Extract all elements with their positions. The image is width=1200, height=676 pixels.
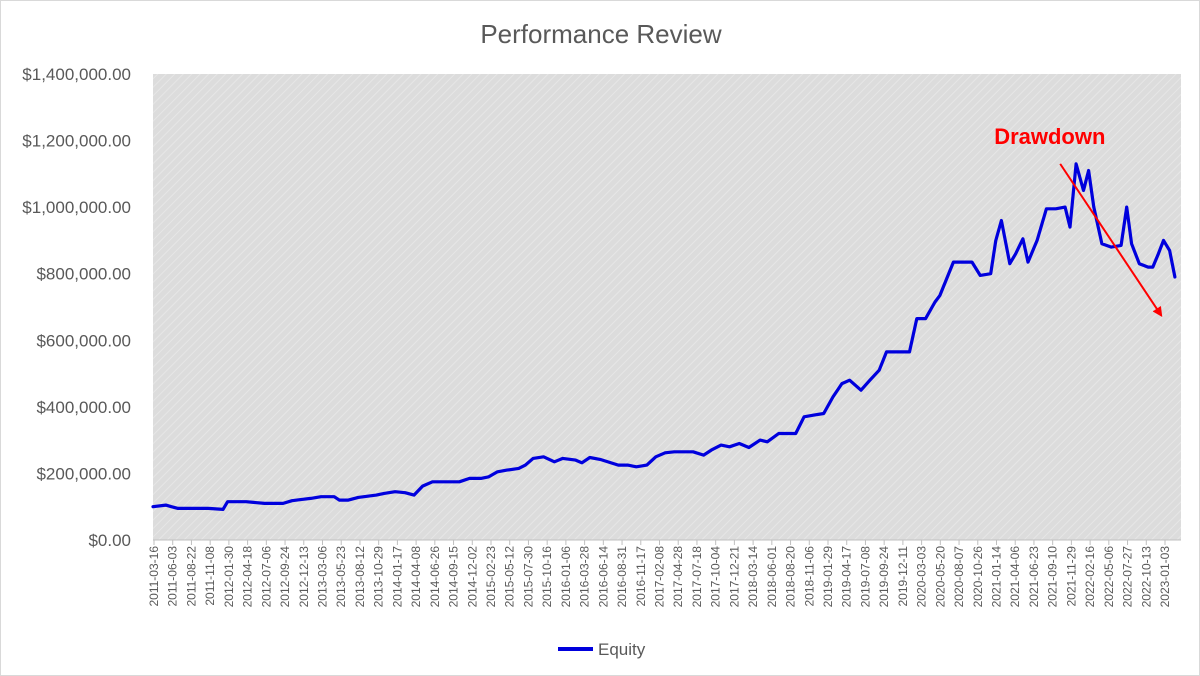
- x-tick-label: 2021-01-14: [990, 546, 1004, 608]
- x-tick-label: 2018-11-06: [802, 546, 816, 607]
- x-tick-label: 2022-05-06: [1102, 546, 1116, 608]
- y-tick-label: $800,000.00: [36, 265, 131, 284]
- x-tick-label: 2017-10-04: [709, 546, 723, 608]
- x-tick-label: 2017-04-28: [671, 546, 685, 608]
- x-tick-label: 2021-09-10: [1046, 546, 1060, 608]
- x-tick-label: 2014-12-02: [465, 546, 479, 608]
- x-tick-label: 2016-06-14: [596, 546, 610, 608]
- x-tick-label: 2018-06-01: [765, 546, 779, 608]
- x-tick-label: 2012-01-30: [222, 546, 236, 608]
- x-tick-label: 2012-07-06: [259, 546, 273, 608]
- series-layer: [151, 162, 1177, 511]
- x-tick-label: 2012-09-24: [278, 546, 292, 608]
- y-tick-label: $1,200,000.00: [22, 132, 131, 151]
- x-tick-label: 2020-08-07: [952, 546, 966, 608]
- x-tick-label: 2011-03-16: [147, 546, 161, 607]
- annotation-layer: Drawdown: [994, 124, 1163, 317]
- x-tick-label: 2018-03-14: [746, 546, 760, 608]
- x-tick-label: 2016-08-31: [615, 546, 629, 608]
- x-tick-label: 2013-08-12: [353, 546, 367, 608]
- x-tick-label: 2011-11-08: [203, 546, 217, 606]
- x-tick-label: 2019-07-08: [858, 546, 872, 608]
- y-tick-label: $0.00: [88, 531, 131, 550]
- x-tick-label: 2012-12-13: [297, 546, 311, 608]
- y-tick-label: $200,000.00: [36, 464, 131, 483]
- x-tick-label: 2011-08-22: [184, 546, 198, 607]
- x-tick-label: 2015-10-16: [540, 546, 554, 608]
- x-tick-label: 2020-10-26: [971, 546, 985, 608]
- x-tick-label: 2013-03-06: [316, 546, 330, 608]
- x-tick-label: 2017-02-08: [653, 546, 667, 608]
- x-tick-label: 2016-11-17: [634, 546, 648, 607]
- x-tick-label: 2019-04-17: [840, 546, 854, 608]
- y-tick-label: $400,000.00: [36, 398, 131, 417]
- x-tick-label: 2023-01-03: [1158, 546, 1172, 608]
- drawdown-arrow: [1059, 163, 1163, 317]
- x-tick-label: 2021-04-06: [1008, 546, 1022, 608]
- x-tick-label: 2011-06-03: [166, 546, 180, 607]
- y-tick-label: $600,000.00: [36, 331, 131, 350]
- y-tick-label: $1,000,000.00: [22, 198, 131, 217]
- x-tick-label: 2013-10-29: [372, 546, 386, 608]
- x-tick-label: 2016-03-28: [578, 546, 592, 608]
- plot-area: [153, 74, 1181, 540]
- x-tick-label: 2015-05-12: [503, 546, 517, 608]
- drawdown-label: Drawdown: [994, 124, 1105, 149]
- x-tick-label: 2019-12-11: [896, 546, 910, 607]
- series-line-equity: [151, 162, 1177, 511]
- x-tick-label: 2017-12-21: [727, 546, 741, 608]
- x-tick-label: 2014-04-08: [409, 546, 423, 608]
- x-tick-label: 2019-09-24: [877, 546, 891, 608]
- x-tick-label: 2014-06-26: [428, 546, 442, 608]
- y-tick-label: $1,400,000.00: [22, 65, 131, 84]
- legend: Equity: [558, 640, 646, 659]
- x-tick-label: 2014-09-15: [447, 546, 461, 608]
- y-axis: $0.00 $200,000.00 $400,000.00 $600,000.00 $8…: [22, 65, 131, 550]
- x-tick-label: 2021-11-29: [1064, 546, 1078, 607]
- x-tick-label: 2018-08-20: [784, 546, 798, 608]
- x-tick-label: 2022-02-16: [1083, 546, 1097, 608]
- x-tick-label: 2012-04-18: [241, 546, 255, 608]
- chart-title: Performance Review: [480, 19, 722, 49]
- x-tick-label: 2013-05-23: [334, 546, 348, 608]
- x-tick-label: 2017-07-18: [690, 546, 704, 608]
- x-tick-label: 2020-03-03: [915, 546, 929, 608]
- x-tick-label: 2014-01-17: [390, 546, 404, 608]
- legend-label-equity: Equity: [598, 640, 646, 659]
- x-tick-label: 2015-07-30: [521, 546, 535, 608]
- x-tick-label: 2022-07-27: [1121, 546, 1135, 608]
- x-tick-label: 2019-01-29: [821, 546, 835, 608]
- x-tick-label: 2020-05-20: [933, 546, 947, 608]
- x-tick-label: 2016-01-06: [559, 546, 573, 608]
- x-tick-label: 2021-06-23: [1027, 546, 1041, 608]
- x-axis: 2011-03-16 2011-06-03 2011-08-22 2011-11-08…: [147, 539, 1181, 608]
- x-tick-label: 2015-02-23: [484, 546, 498, 608]
- x-tick-label: 2022-10-13: [1139, 546, 1153, 608]
